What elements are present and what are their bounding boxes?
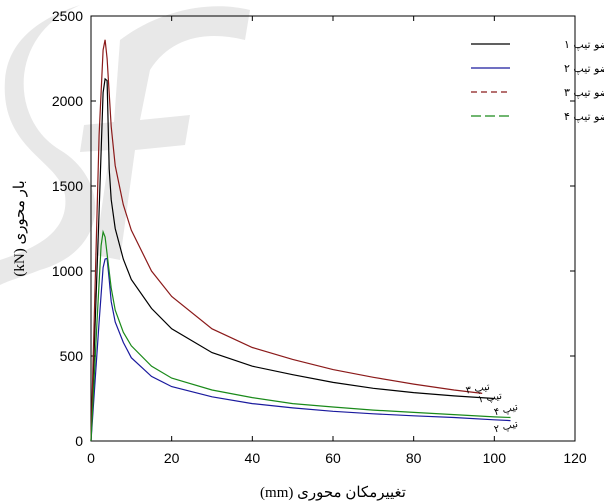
y-tick-label: 2500 (52, 8, 83, 24)
series-line-3 (90, 39, 483, 442)
y-axis-title: بار محوری (kN) (12, 180, 28, 276)
end-label-1: تیپ ۱ (477, 391, 503, 406)
series-line-2 (90, 257, 511, 442)
x-axis-title: تغییرمکان محوری (mm) (260, 485, 406, 501)
x-tick-label: 80 (406, 450, 422, 466)
x-tick-label: 40 (245, 450, 261, 466)
end-label-3: تیپ ۳ (465, 381, 491, 396)
legend-label-1: عضو تیپ ۱ (564, 38, 604, 51)
end-label-2: تیپ ۲ (493, 419, 519, 436)
y-tick-label: 1000 (52, 263, 83, 279)
series-line-1 (90, 77, 495, 442)
y-tick-label: 2000 (52, 93, 83, 109)
y-tick-label: 0 (75, 433, 83, 449)
x-tick-label: 120 (563, 450, 587, 466)
watermark-letter-s (0, 5, 96, 285)
plot-frame (90, 15, 576, 442)
x-tick-label: 20 (164, 450, 180, 466)
end-label-4: تیپ ۴ (493, 402, 519, 419)
y-tick-label: 1500 (52, 178, 83, 194)
legend-label-3: عضو تیپ ۳ (564, 86, 604, 99)
legend-label-2: عضو تیپ ۲ (564, 62, 604, 75)
watermark-letter-f (80, 6, 250, 260)
series-line-4 (90, 229, 511, 442)
x-tick-label: 100 (483, 450, 507, 466)
y-tick-label: 500 (60, 348, 84, 364)
legend-label-4: عضو تیپ ۴ (564, 110, 604, 123)
x-tick-label: 60 (325, 450, 341, 466)
x-tick-label: 0 (87, 450, 95, 466)
